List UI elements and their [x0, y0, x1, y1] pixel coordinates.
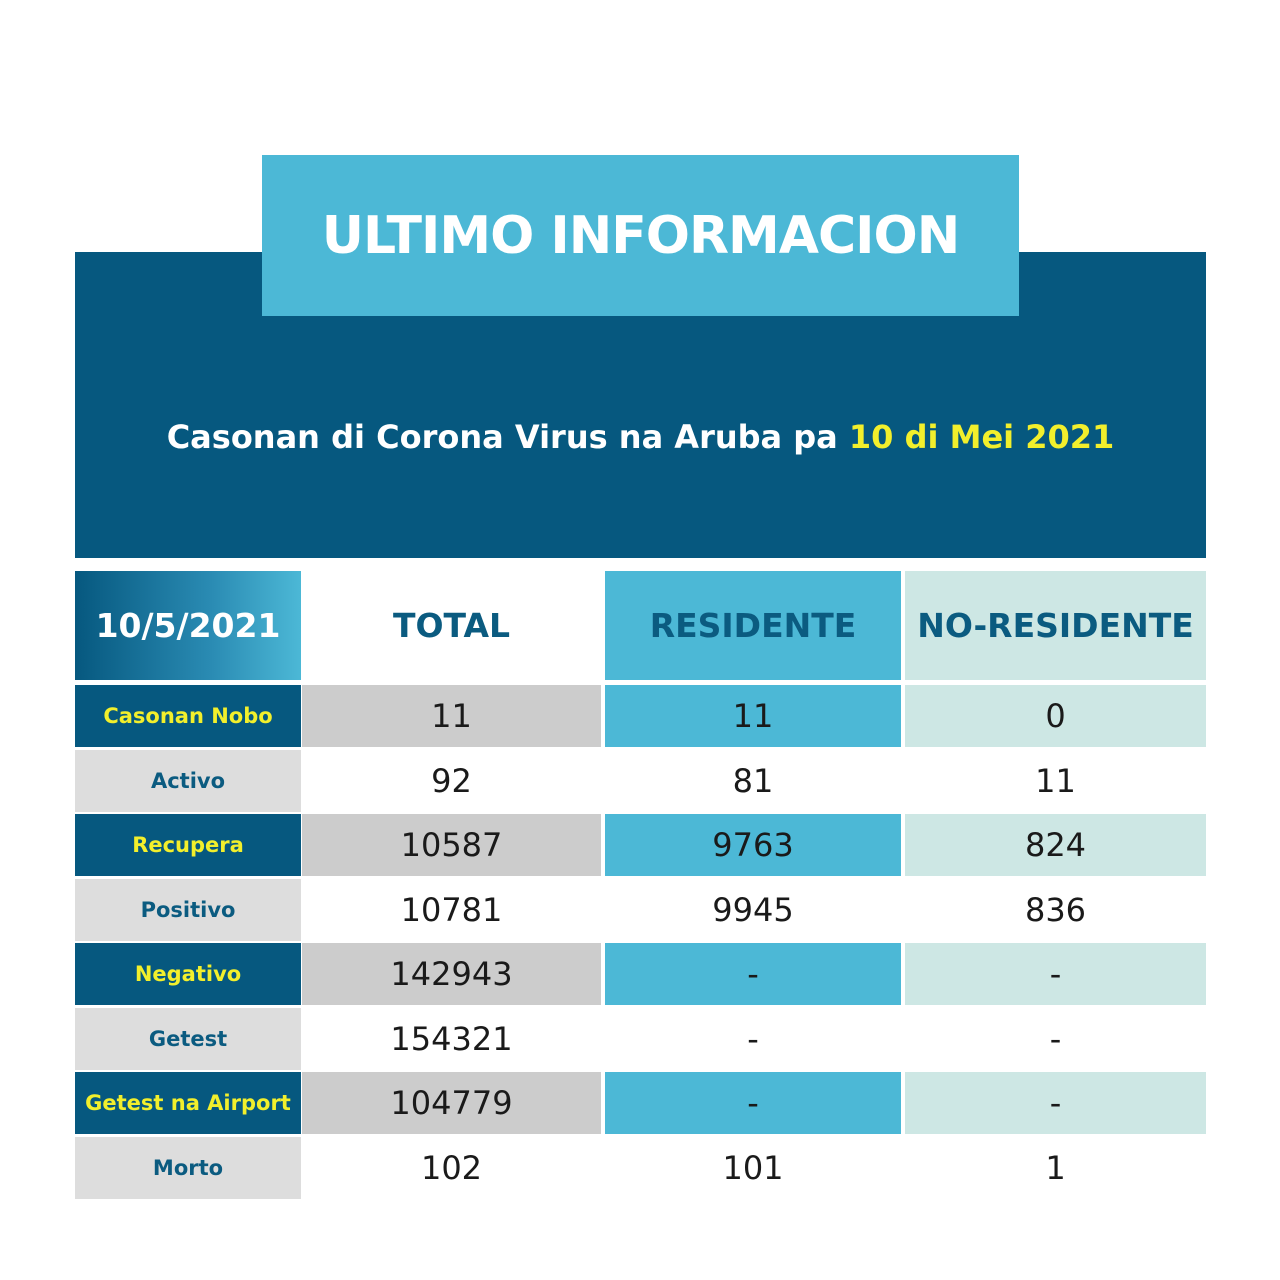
cell-residente: 9763 [605, 814, 901, 876]
cell-total: 10781 [302, 878, 601, 941]
cell-total: 104779 [302, 1072, 601, 1134]
cell-residente: 11 [605, 685, 901, 747]
cell-total: 10587 [302, 814, 601, 876]
cell-total: 11 [302, 685, 601, 747]
subtitle-date: 10 di Mei 2021 [848, 418, 1115, 456]
header-date: 10/5/2021 [75, 571, 301, 680]
header-total: TOTAL [302, 571, 601, 680]
subtitle-text: Casonan di Corona Virus na Aruba pa [166, 418, 849, 456]
cell-residente: 101 [605, 1136, 901, 1199]
cell-residente: 81 [605, 749, 901, 812]
cell-residente: 9945 [605, 878, 901, 941]
cell-no-residente: 1 [905, 1136, 1206, 1199]
cell-total: 92 [302, 749, 601, 812]
row-label: Negativo [75, 943, 301, 1005]
cell-total: 154321 [302, 1007, 601, 1070]
row-label: Positivo [75, 878, 301, 941]
row-label: Recupera [75, 814, 301, 876]
cell-residente: - [605, 1007, 901, 1070]
row-label: Getest [75, 1007, 301, 1070]
cell-total: 102 [302, 1136, 601, 1199]
cell-total: 142943 [302, 943, 601, 1005]
cell-no-residente: - [905, 943, 1206, 1005]
cell-no-residente: 836 [905, 878, 1206, 941]
row-label: Morto [75, 1136, 301, 1199]
row-label: Getest na Airport [75, 1072, 301, 1134]
cell-residente: - [605, 943, 901, 1005]
subtitle: Casonan di Corona Virus na Aruba pa 10 d… [75, 418, 1206, 456]
cell-no-residente: 11 [905, 749, 1206, 812]
cell-no-residente: 0 [905, 685, 1206, 747]
title-box: ULTIMO INFORMACION [262, 155, 1019, 316]
header-residente: RESIDENTE [605, 571, 901, 680]
page-title: ULTIMO INFORMACION [321, 205, 960, 266]
row-label: Casonan Nobo [75, 685, 301, 747]
cell-no-residente: 824 [905, 814, 1206, 876]
header-no-residente: NO-RESIDENTE [905, 571, 1206, 680]
cell-no-residente: - [905, 1072, 1206, 1134]
row-label: Activo [75, 749, 301, 812]
cell-residente: - [605, 1072, 901, 1134]
cell-no-residente: - [905, 1007, 1206, 1070]
